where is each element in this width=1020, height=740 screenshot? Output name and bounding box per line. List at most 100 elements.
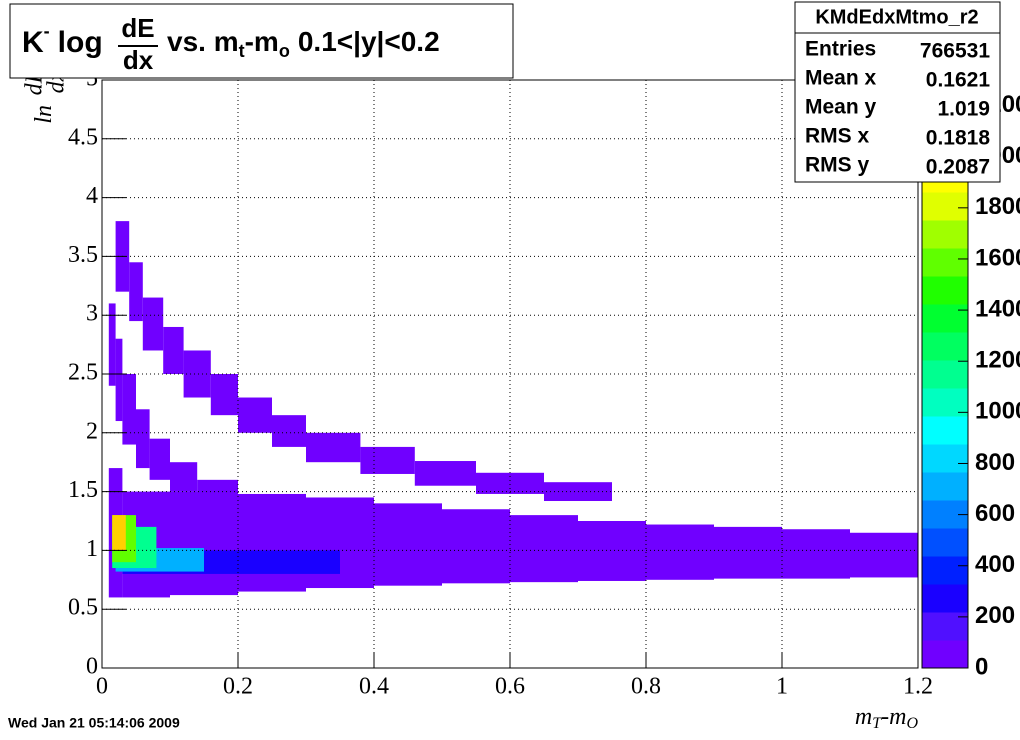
x-label-part: m <box>855 704 872 730</box>
cell <box>142 297 164 351</box>
title-part: - <box>44 21 50 41</box>
stats-value: 0.2087 <box>926 156 990 179</box>
stats-label: RMS x <box>805 125 870 148</box>
palette-swatch <box>922 556 968 585</box>
y-tick-label: 1 <box>86 536 98 562</box>
y-label: ln <box>31 105 57 124</box>
stats-label: Mean x <box>805 67 877 90</box>
palette-swatch <box>922 276 968 305</box>
cell <box>510 515 578 583</box>
cell <box>197 479 238 498</box>
title-part: o <box>279 41 290 61</box>
palette-swatch <box>922 332 968 361</box>
cell <box>136 409 150 469</box>
y-tick-label: 2 <box>86 418 98 444</box>
x-label-part: O <box>906 715 918 732</box>
title-part: t <box>239 41 245 61</box>
x-tick-label: 0.4 <box>359 674 389 700</box>
title-rest: vs. mt-mo 0.1<|y|<0.2 <box>167 26 440 60</box>
title-box <box>9 3 514 79</box>
z-tick-label: 1600 <box>975 244 1020 271</box>
stats-label: Entries <box>805 38 876 61</box>
cell <box>115 338 123 422</box>
stats-box: KMdEdxMtmo_r2 Entries 766531 Mean x 0.1621 Me… <box>794 1 1001 183</box>
cell <box>714 526 782 579</box>
cell <box>112 515 126 551</box>
palette-swatch <box>922 360 968 389</box>
title-den: dx <box>123 45 154 75</box>
cell <box>782 529 850 579</box>
y-tick-label: 4.5 <box>68 124 98 150</box>
cell <box>122 374 136 445</box>
y-tick-label: 4 <box>86 183 98 209</box>
cell <box>129 262 143 322</box>
cell <box>238 397 272 433</box>
cell <box>578 521 646 581</box>
palette-swatch <box>922 612 968 641</box>
cell <box>108 303 116 386</box>
y-tick-label: 0 <box>86 654 98 680</box>
stats-label: Mean y <box>805 96 877 119</box>
y-tick-label: 3.5 <box>68 242 98 268</box>
z-tick-label: 1400 <box>975 295 1020 322</box>
y-tick-label: 2.5 <box>68 360 98 386</box>
cell <box>238 493 306 592</box>
cell <box>163 326 184 374</box>
cell <box>360 446 415 474</box>
x-label-part: T <box>872 715 882 732</box>
cell <box>442 509 510 584</box>
overlay: ln dE dx K-log dE dx vs. mt-mo 0.1<|y|<0.… <box>8 1 1001 732</box>
y-label-ln: ln <box>31 105 57 124</box>
z-tick-label: 800 <box>975 449 1015 476</box>
cell <box>306 497 374 589</box>
stats-frame <box>794 1 1001 183</box>
palette-swatch <box>922 304 968 333</box>
palette-swatch <box>922 444 968 473</box>
y-tick-label: 1.5 <box>68 477 98 503</box>
palette-swatch <box>922 528 968 557</box>
cell <box>646 524 714 580</box>
date: Wed Jan 21 05:14:06 2009 <box>8 715 180 731</box>
cell <box>272 415 306 447</box>
stats-name: KMdEdxMtmo_r2 <box>815 6 978 28</box>
z-tick-label: 200 <box>975 602 1015 629</box>
x-label: mT-mO <box>855 704 919 732</box>
frame <box>101 79 919 669</box>
title-part: K <box>22 26 44 59</box>
x-label-part: -m <box>881 704 906 730</box>
z-tick-label: 1000 <box>975 398 1020 425</box>
palette-swatch <box>922 416 968 445</box>
cell <box>374 503 442 586</box>
x-tick-label: 0.2 <box>223 674 253 700</box>
palette-swatch <box>922 248 968 277</box>
stats-value: 0.1621 <box>926 69 991 92</box>
z-tick-label: 1800 <box>975 193 1020 220</box>
title-part: -m <box>245 26 279 57</box>
x-tick-label: 1.2 <box>903 674 933 700</box>
title: K-log <box>22 21 103 59</box>
x-tick-label: 0 <box>96 674 108 700</box>
cell <box>414 461 476 486</box>
cell <box>170 491 238 596</box>
z-tick-label: 400 <box>975 551 1015 578</box>
stats-label: RMS y <box>805 154 870 177</box>
palette-swatch <box>922 388 968 417</box>
cell <box>476 472 544 494</box>
cell <box>850 532 918 578</box>
title-part: log <box>58 26 103 59</box>
palette-swatch <box>922 192 968 221</box>
stats-value: 0.1818 <box>926 127 991 150</box>
title-part: vs. m <box>167 26 239 57</box>
y-tick-label: 3 <box>86 301 98 327</box>
palette-swatch <box>922 220 968 249</box>
palette-swatch <box>922 584 968 613</box>
palette-swatch <box>922 640 968 669</box>
z-tick-label: 0 <box>975 653 988 680</box>
cell <box>149 438 170 480</box>
title-num: dE <box>121 13 154 43</box>
stats-value: 766531 <box>920 40 990 63</box>
title-part: 0.1<|y|<0.2 <box>298 26 440 57</box>
cell <box>170 462 198 492</box>
palette-swatch <box>922 472 968 501</box>
